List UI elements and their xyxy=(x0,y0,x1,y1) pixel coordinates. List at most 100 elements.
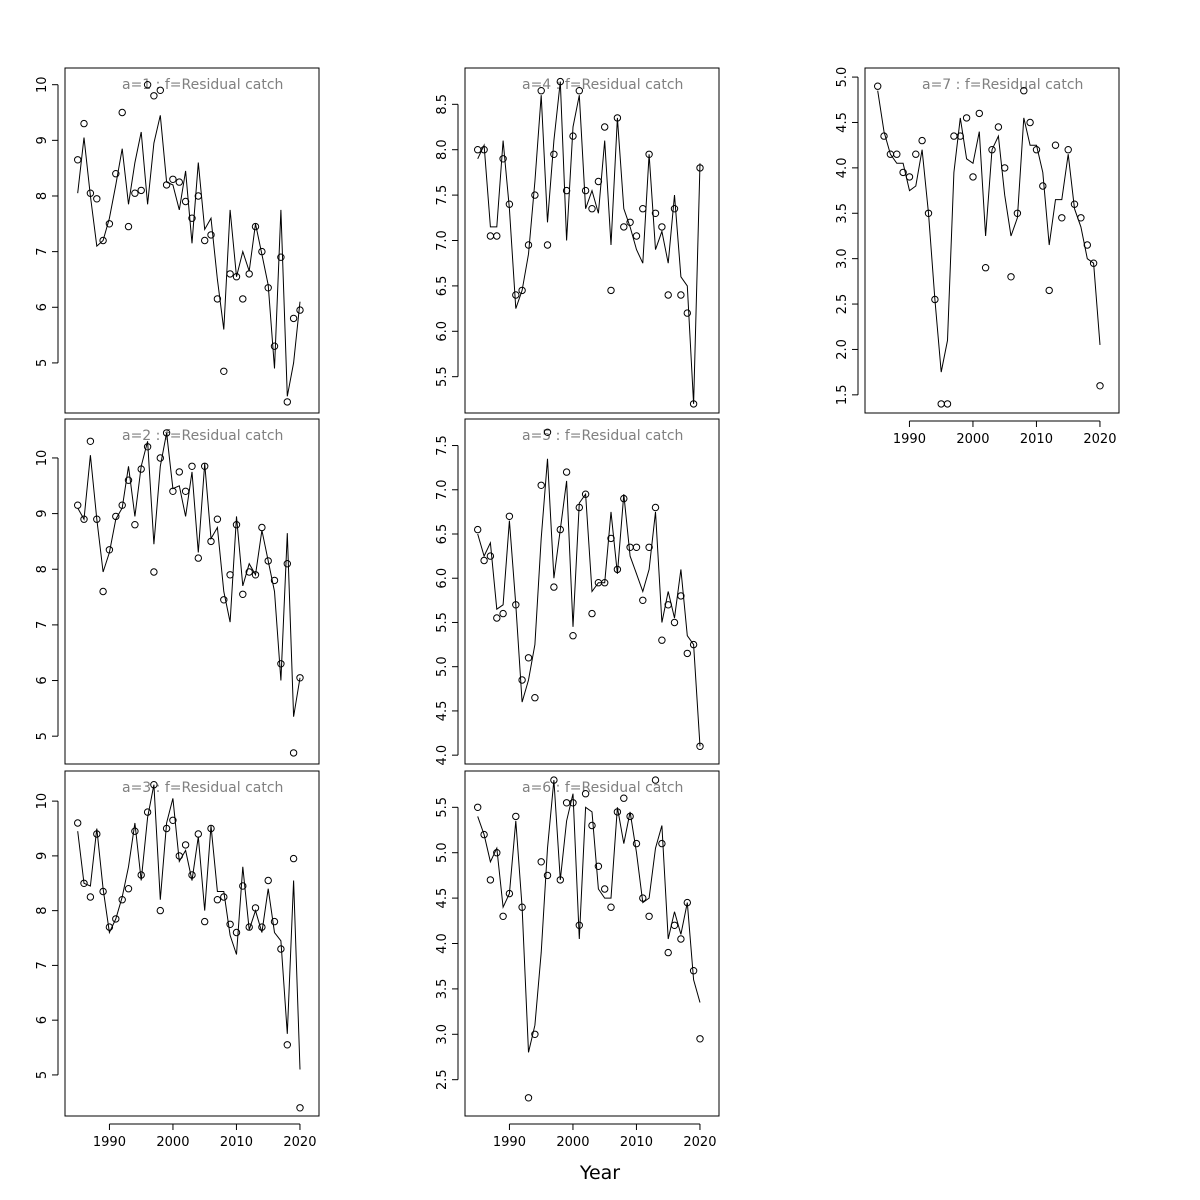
observed-point xyxy=(575,921,583,929)
observed-point xyxy=(562,186,571,195)
observed-point xyxy=(277,660,285,668)
y-tick-label: 3.5 xyxy=(835,203,850,224)
observed-point xyxy=(670,205,679,213)
y-tick-label: 6.5 xyxy=(435,276,450,297)
observed-point xyxy=(651,503,660,512)
y-tick-label: 10 xyxy=(35,793,50,810)
y-axis: 5 6 7 8 9 10 xyxy=(35,793,59,1079)
plot-frame xyxy=(64,67,320,414)
observed-point xyxy=(969,173,977,181)
observed-point xyxy=(251,571,260,579)
observed-point xyxy=(99,587,107,596)
y-tick-label: 6.0 xyxy=(435,321,450,342)
y-tick-label: 3.5 xyxy=(435,979,450,1000)
observed-point xyxy=(550,150,558,159)
observed-point xyxy=(289,749,298,757)
observed-point xyxy=(632,232,641,240)
y-tick-label: 5 xyxy=(35,359,50,367)
observed-point xyxy=(99,236,107,245)
y-axis: 1.5 2.0 2.5 3.0 3.5 4.0 4.5 5.0 xyxy=(835,67,859,405)
y-tick-label: 4.5 xyxy=(435,888,450,909)
observed-point xyxy=(283,560,291,568)
observed-point xyxy=(639,894,647,902)
observed-point xyxy=(670,921,679,929)
observed-point xyxy=(181,197,190,206)
observed-point xyxy=(232,928,241,937)
observed-point xyxy=(270,917,279,926)
observed-point xyxy=(696,1035,704,1043)
observed-point xyxy=(474,146,482,154)
observed-point xyxy=(80,879,88,887)
panel-5: a=5 : f=Residual catch 4.0 4.5 5.0 5.5 6.0 6.5… xyxy=(435,418,720,765)
observed-point xyxy=(645,150,653,159)
observed-point xyxy=(201,917,209,926)
observed-point xyxy=(537,481,545,489)
observed-point xyxy=(613,808,622,816)
observed-point xyxy=(677,935,685,943)
observed-point xyxy=(943,400,952,408)
x-axis: 1990 2000 2010 2020 xyxy=(893,420,1116,447)
observed-point xyxy=(626,812,634,821)
observed-point xyxy=(1001,164,1009,172)
observed-point xyxy=(239,295,247,303)
observed-points xyxy=(474,776,704,1102)
observed-point xyxy=(575,503,583,512)
observed-point xyxy=(232,273,241,281)
y-tick-label: 6.0 xyxy=(435,568,450,589)
plot-frame xyxy=(464,418,720,765)
observed-point xyxy=(664,291,672,299)
observed-point xyxy=(607,286,615,295)
observed-point xyxy=(245,923,253,931)
observed-point xyxy=(239,590,247,598)
observed-point xyxy=(1064,146,1072,154)
observed-point xyxy=(956,132,964,140)
observed-point xyxy=(683,898,691,907)
observed-point xyxy=(658,223,666,231)
fitted-line xyxy=(77,784,301,1070)
observed-point xyxy=(226,571,234,579)
observed-point xyxy=(880,132,888,140)
y-tick-label: 1.5 xyxy=(835,384,850,405)
y-tick-label: 7 xyxy=(35,247,50,255)
observed-point xyxy=(143,81,152,89)
x-axis-label: Year xyxy=(579,1162,620,1184)
observed-point xyxy=(296,306,304,314)
observed-point xyxy=(118,896,126,904)
y-axis: 5 6 7 8 9 10 xyxy=(35,450,59,740)
y-tick-label: 5 xyxy=(35,1071,50,1079)
fitted-line xyxy=(77,115,301,397)
x-axis: 1990 2000 2010 2020 xyxy=(93,1123,316,1150)
observed-point xyxy=(556,525,564,534)
panel-4: a=4 : f=Residual catch 5.5 6.0 6.5 7.0 7.5 8.0… xyxy=(435,67,720,414)
y-tick-label: 6 xyxy=(35,303,50,311)
x-tick-label: 1990 xyxy=(893,432,926,447)
observed-point xyxy=(499,155,507,163)
observed-point xyxy=(550,776,558,784)
observed-point xyxy=(575,87,583,95)
observed-point xyxy=(86,437,95,445)
y-tick-label: 10 xyxy=(35,450,50,467)
observed-point xyxy=(950,132,958,140)
observed-point xyxy=(289,854,298,863)
y-tick-label: 5.0 xyxy=(435,656,450,677)
observed-point xyxy=(505,512,514,520)
observed-point xyxy=(531,694,539,702)
observed-point xyxy=(220,596,228,604)
observed-point xyxy=(251,904,260,912)
observed-point xyxy=(601,579,609,587)
observed-point xyxy=(270,342,279,350)
observed-point xyxy=(601,885,609,893)
observed-point xyxy=(283,1041,291,1049)
observed-point xyxy=(213,896,222,904)
observed-point xyxy=(562,799,571,807)
observed-point xyxy=(537,87,545,95)
x-tick-label: 2000 xyxy=(956,432,989,447)
y-tick-label: 7 xyxy=(35,621,50,629)
observed-point xyxy=(594,862,603,870)
observed-point xyxy=(531,191,539,199)
observed-point xyxy=(620,494,628,503)
observed-point xyxy=(994,123,1003,131)
plot-frame xyxy=(864,67,1120,414)
x-tick-label: 2020 xyxy=(283,1135,316,1150)
